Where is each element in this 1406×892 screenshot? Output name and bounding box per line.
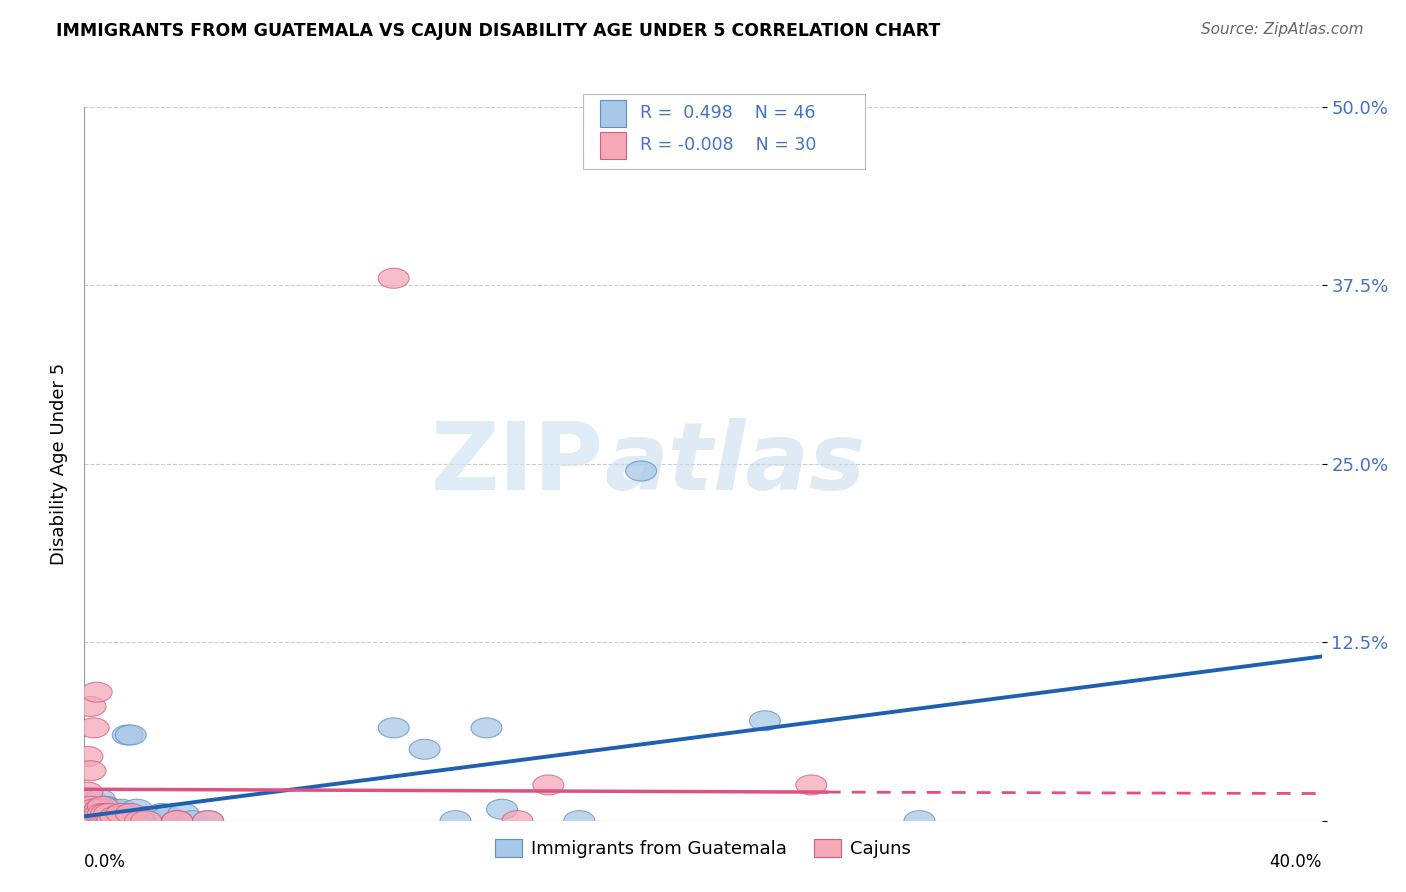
Ellipse shape [146, 804, 177, 823]
Ellipse shape [115, 725, 146, 745]
Ellipse shape [72, 747, 103, 766]
Ellipse shape [75, 797, 105, 816]
Ellipse shape [82, 811, 112, 830]
Ellipse shape [79, 804, 110, 823]
Ellipse shape [79, 799, 110, 819]
Ellipse shape [103, 811, 134, 830]
Ellipse shape [136, 811, 167, 830]
Ellipse shape [564, 811, 595, 830]
Ellipse shape [409, 739, 440, 759]
Ellipse shape [82, 799, 112, 819]
Ellipse shape [72, 782, 103, 802]
Ellipse shape [125, 811, 156, 830]
Ellipse shape [112, 725, 143, 745]
Ellipse shape [82, 797, 112, 816]
Ellipse shape [486, 799, 517, 819]
Ellipse shape [87, 799, 118, 819]
Ellipse shape [115, 804, 146, 823]
Text: Source: ZipAtlas.com: Source: ZipAtlas.com [1201, 22, 1364, 37]
Ellipse shape [84, 811, 115, 830]
Ellipse shape [79, 811, 110, 830]
Ellipse shape [440, 811, 471, 830]
Ellipse shape [90, 804, 121, 823]
Ellipse shape [97, 806, 128, 826]
Ellipse shape [97, 811, 128, 830]
Ellipse shape [75, 799, 105, 819]
Text: 40.0%: 40.0% [1270, 853, 1322, 871]
Ellipse shape [94, 804, 125, 823]
Ellipse shape [131, 806, 162, 826]
Ellipse shape [90, 804, 121, 823]
Ellipse shape [105, 804, 136, 823]
Ellipse shape [121, 799, 152, 819]
Ellipse shape [84, 799, 115, 819]
Ellipse shape [94, 804, 125, 823]
Ellipse shape [84, 797, 115, 816]
Ellipse shape [502, 811, 533, 830]
Ellipse shape [177, 811, 208, 830]
Ellipse shape [110, 804, 141, 823]
Ellipse shape [82, 804, 112, 823]
Ellipse shape [131, 811, 162, 830]
Ellipse shape [94, 799, 125, 819]
Y-axis label: Disability Age Under 5: Disability Age Under 5 [49, 363, 67, 565]
Ellipse shape [105, 799, 136, 819]
Legend: Immigrants from Guatemala, Cajuns: Immigrants from Guatemala, Cajuns [488, 831, 918, 865]
Ellipse shape [167, 804, 198, 823]
Ellipse shape [378, 718, 409, 738]
Ellipse shape [75, 761, 105, 780]
Text: 0.0%: 0.0% [84, 853, 127, 871]
Ellipse shape [84, 804, 115, 823]
Ellipse shape [193, 811, 224, 830]
Ellipse shape [904, 811, 935, 830]
Text: IMMIGRANTS FROM GUATEMALA VS CAJUN DISABILITY AGE UNDER 5 CORRELATION CHART: IMMIGRANTS FROM GUATEMALA VS CAJUN DISAB… [56, 22, 941, 40]
Ellipse shape [378, 268, 409, 288]
Ellipse shape [90, 797, 121, 816]
Ellipse shape [100, 799, 131, 819]
Ellipse shape [87, 804, 118, 823]
Text: ZIP: ZIP [432, 417, 605, 510]
Ellipse shape [72, 797, 103, 816]
Ellipse shape [84, 789, 115, 809]
Ellipse shape [87, 797, 118, 816]
Ellipse shape [626, 461, 657, 481]
Ellipse shape [471, 718, 502, 738]
Ellipse shape [162, 811, 193, 830]
Ellipse shape [152, 806, 183, 826]
Ellipse shape [100, 806, 131, 826]
Ellipse shape [749, 711, 780, 731]
Ellipse shape [796, 775, 827, 795]
Text: R =  0.498    N = 46: R = 0.498 N = 46 [640, 104, 815, 122]
Ellipse shape [118, 806, 149, 826]
Ellipse shape [100, 804, 131, 823]
Ellipse shape [79, 718, 110, 738]
Ellipse shape [162, 811, 193, 830]
Ellipse shape [82, 682, 112, 702]
Text: R = -0.008    N = 30: R = -0.008 N = 30 [640, 136, 815, 154]
Ellipse shape [125, 811, 156, 830]
Ellipse shape [162, 811, 193, 830]
Ellipse shape [72, 804, 103, 823]
Ellipse shape [533, 775, 564, 795]
Ellipse shape [72, 804, 103, 823]
Text: atlas: atlas [605, 417, 865, 510]
Ellipse shape [193, 811, 224, 830]
Ellipse shape [82, 804, 112, 823]
Ellipse shape [75, 789, 105, 809]
Ellipse shape [87, 804, 118, 823]
Ellipse shape [75, 697, 105, 716]
